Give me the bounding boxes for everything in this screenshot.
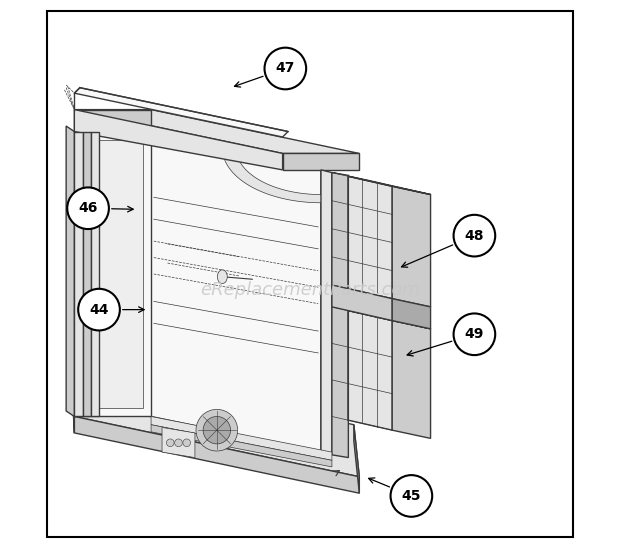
Text: 49: 49: [465, 327, 484, 341]
Polygon shape: [74, 132, 82, 416]
Polygon shape: [74, 110, 360, 153]
Circle shape: [454, 313, 495, 355]
Polygon shape: [332, 307, 392, 430]
Ellipse shape: [218, 270, 228, 284]
Polygon shape: [66, 126, 74, 416]
Polygon shape: [107, 378, 327, 452]
Polygon shape: [74, 132, 151, 416]
Polygon shape: [332, 307, 430, 329]
Circle shape: [454, 215, 495, 256]
Circle shape: [196, 409, 237, 451]
Text: 47: 47: [276, 61, 295, 76]
Text: 45: 45: [402, 489, 421, 503]
Polygon shape: [82, 140, 143, 408]
Circle shape: [203, 416, 231, 444]
Circle shape: [175, 439, 182, 447]
Circle shape: [183, 439, 190, 447]
Polygon shape: [392, 299, 430, 329]
Polygon shape: [354, 425, 360, 493]
Polygon shape: [332, 285, 392, 321]
Polygon shape: [151, 132, 321, 452]
Polygon shape: [332, 173, 392, 299]
Polygon shape: [392, 186, 430, 307]
Circle shape: [391, 475, 432, 517]
Text: 44: 44: [89, 302, 108, 317]
Polygon shape: [72, 364, 74, 433]
Polygon shape: [74, 416, 360, 493]
Polygon shape: [283, 153, 360, 170]
Polygon shape: [91, 132, 99, 416]
Circle shape: [166, 439, 174, 447]
Polygon shape: [151, 416, 332, 460]
Polygon shape: [74, 88, 288, 137]
Polygon shape: [151, 425, 332, 467]
Polygon shape: [74, 110, 151, 132]
Polygon shape: [332, 173, 348, 458]
Polygon shape: [321, 170, 332, 455]
Polygon shape: [74, 110, 283, 170]
Polygon shape: [392, 321, 430, 438]
Circle shape: [67, 187, 109, 229]
Polygon shape: [72, 364, 360, 477]
Circle shape: [78, 289, 120, 330]
Circle shape: [265, 48, 306, 89]
Polygon shape: [162, 427, 195, 458]
Text: 48: 48: [464, 229, 484, 243]
Polygon shape: [332, 173, 430, 195]
Text: 46: 46: [78, 201, 98, 215]
Polygon shape: [82, 132, 91, 416]
Polygon shape: [224, 156, 338, 203]
Text: eReplacementParts.com: eReplacementParts.com: [200, 282, 420, 299]
